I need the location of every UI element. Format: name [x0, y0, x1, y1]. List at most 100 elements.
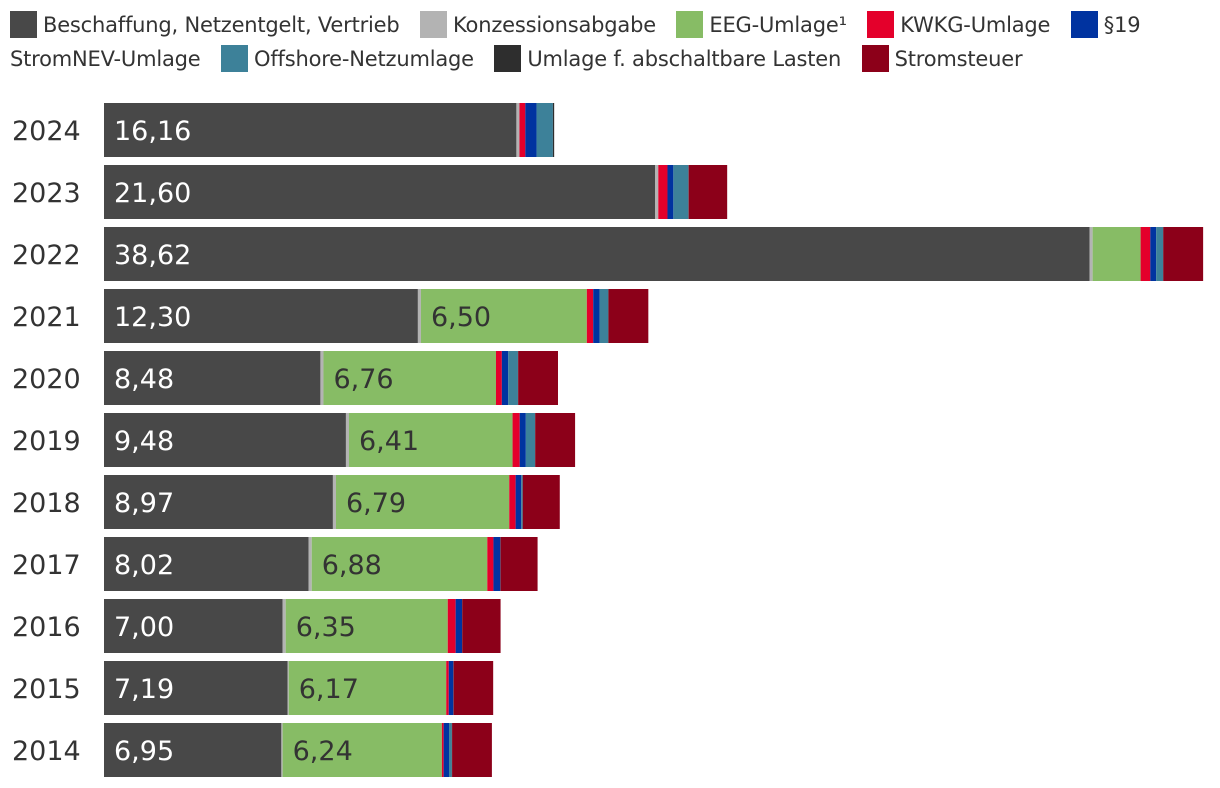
bar-segment: [420, 289, 587, 343]
bar-segment: [667, 165, 674, 219]
data-label: 6,79: [346, 488, 406, 519]
bar-segment: [453, 661, 494, 715]
bar-segment: [452, 723, 492, 777]
bar-segment: [287, 661, 289, 715]
legend-label: KWKG-Umlage: [900, 13, 1051, 37]
year-label: 2015: [12, 674, 81, 705]
bar-segment: [501, 351, 509, 405]
legend-swatch: [10, 11, 37, 38]
bar-segment: [104, 661, 288, 715]
bar-segment: [455, 599, 463, 653]
data-label: 8,97: [114, 488, 174, 519]
legend-item: EEG-Umlage¹: [676, 11, 847, 38]
bar-segment: [586, 289, 594, 343]
bar-segment: [282, 723, 442, 777]
bar-segment: [285, 599, 448, 653]
year-label: 2018: [12, 488, 81, 519]
data-label: 6,50: [431, 302, 491, 333]
bar-segment: [348, 413, 513, 467]
bar-segment: [535, 413, 576, 467]
bar-segment: [519, 413, 526, 467]
bar-segment: [1092, 227, 1141, 281]
bar-segment: [509, 475, 516, 529]
bar-segment: [311, 537, 488, 591]
bar-segment: [104, 723, 282, 777]
legend-item: Stromsteuer: [861, 45, 1023, 72]
data-label: 6,95: [114, 736, 174, 767]
legend-label: Offshore-Netzumlage: [254, 47, 474, 71]
bar-segment: [104, 537, 309, 591]
data-label: 6,76: [333, 364, 393, 395]
bar-segment: [655, 165, 659, 219]
legend-swatch: [221, 45, 248, 72]
data-label: 12,30: [114, 302, 191, 333]
bar-segment: [688, 165, 728, 219]
legend-label: EEG-Umlage¹: [709, 13, 847, 37]
bar-segment: [417, 289, 421, 343]
bar-segment: [449, 723, 452, 777]
bar-segment: [441, 723, 444, 777]
bar-segment: [512, 413, 520, 467]
data-label: 6,35: [296, 612, 356, 643]
bar-segment: [308, 537, 312, 591]
legend-item: Umlage f. abschaltbare Lasten: [494, 45, 842, 72]
bar-segment: [281, 723, 283, 777]
bar-segment: [508, 351, 518, 405]
legend-swatch: [494, 45, 522, 72]
bar-segment: [320, 351, 324, 405]
legend-label: Umlage f. abschaltbare Lasten: [527, 47, 842, 71]
bar-segment: [443, 723, 450, 777]
year-label: 2016: [12, 612, 81, 643]
bar-segment: [525, 103, 537, 157]
year-label: 2017: [12, 550, 81, 581]
bar-segment: [608, 289, 649, 343]
bar-segment: [345, 413, 349, 467]
bar-segment: [536, 103, 553, 157]
legend-label: Konzessionsabgabe: [453, 13, 656, 37]
bar-segment: [487, 537, 494, 591]
bar-segment: [518, 351, 558, 405]
bar-segment: [332, 475, 336, 529]
legend-swatch: [861, 45, 889, 72]
legend-item: Offshore-Netzumlage: [221, 45, 474, 72]
bar-segment: [658, 165, 668, 219]
legend-label: §19 StromNEV-Umlage: [10, 13, 1141, 71]
bar-segment: [495, 351, 502, 405]
chart-legend: Beschaffung, Netzentgelt, Vertrieb Konze…: [10, 8, 1210, 76]
legend-swatch: [1070, 11, 1098, 38]
bar-segment: [323, 351, 496, 405]
year-label: 2022: [12, 240, 81, 271]
bar-segment: [446, 661, 449, 715]
bar-segment: [104, 351, 321, 405]
bar-segment: [104, 413, 346, 467]
data-label: 6,88: [322, 550, 382, 581]
bar-segment: [282, 599, 286, 653]
year-label: 2023: [12, 178, 81, 209]
bar-segment: [104, 599, 283, 653]
bar-segment: [525, 413, 536, 467]
bar-segment: [447, 599, 456, 653]
year-label: 2024: [12, 116, 81, 147]
legend-label: Beschaffung, Netzentgelt, Vertrieb: [43, 13, 400, 37]
data-label: 9,48: [114, 426, 174, 457]
legend-item: Beschaffung, Netzentgelt, Vertrieb: [10, 11, 400, 38]
bar-segment: [1156, 227, 1164, 281]
data-label: 7,19: [114, 674, 174, 705]
legend-label: Stromsteuer: [894, 47, 1023, 71]
bar-segment: [515, 475, 522, 529]
bar-segment: [519, 103, 526, 157]
bar-segment: [104, 103, 517, 157]
legend-item: Konzessionsabgabe: [420, 11, 656, 38]
data-label: 6,17: [299, 674, 359, 705]
bar-segment: [599, 289, 609, 343]
bar-segment: [1150, 227, 1157, 281]
bar-segment: [288, 661, 447, 715]
legend-item: KWKG-Umlage: [867, 11, 1051, 38]
bar-segment: [448, 661, 454, 715]
bar-segment: [335, 475, 510, 529]
legend-swatch: [867, 11, 895, 38]
bar-segment: [673, 165, 689, 219]
bar-segment: [593, 289, 600, 343]
data-label: 6,24: [293, 736, 353, 767]
